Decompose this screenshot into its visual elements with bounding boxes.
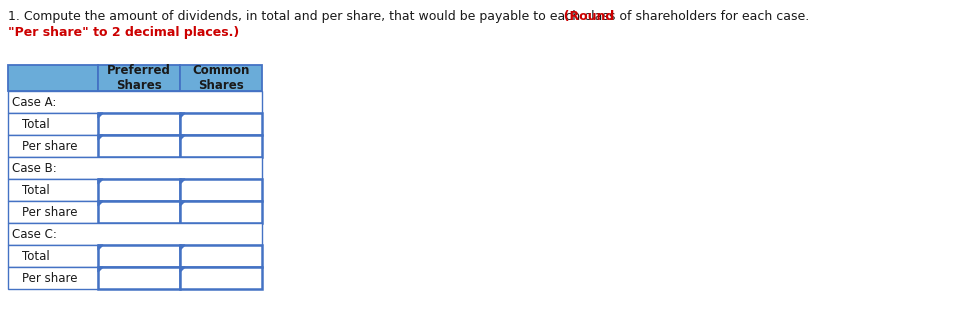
Text: Common
Shares: Common Shares xyxy=(192,64,250,92)
Bar xyxy=(98,113,180,135)
Bar xyxy=(8,91,262,113)
Polygon shape xyxy=(98,113,103,118)
Bar xyxy=(8,179,98,201)
Text: Per share: Per share xyxy=(22,271,78,285)
Bar xyxy=(8,267,98,289)
Text: 1. Compute the amount of dividends, in total and per share, that would be payabl: 1. Compute the amount of dividends, in t… xyxy=(8,10,813,23)
Bar xyxy=(98,201,180,223)
Bar xyxy=(98,135,180,157)
Text: "Per share" to 2 decimal places.): "Per share" to 2 decimal places.) xyxy=(8,26,239,39)
Bar xyxy=(8,113,98,135)
Bar xyxy=(98,245,180,267)
Text: Per share: Per share xyxy=(22,206,78,218)
Polygon shape xyxy=(98,245,103,250)
Text: Total: Total xyxy=(22,183,50,197)
Bar xyxy=(180,201,262,223)
Text: Per share: Per share xyxy=(22,139,78,153)
Polygon shape xyxy=(98,267,103,272)
Text: (Round: (Round xyxy=(8,10,614,23)
Polygon shape xyxy=(98,179,103,184)
Bar xyxy=(8,223,262,245)
Bar xyxy=(98,65,180,91)
Polygon shape xyxy=(180,267,185,272)
Text: Total: Total xyxy=(22,250,50,262)
Bar xyxy=(98,179,180,201)
Bar xyxy=(8,245,98,267)
Polygon shape xyxy=(180,201,185,206)
Polygon shape xyxy=(180,113,185,118)
Bar xyxy=(8,201,98,223)
Bar xyxy=(180,267,262,289)
Text: Case C:: Case C: xyxy=(12,227,57,241)
Text: Case A:: Case A: xyxy=(12,95,57,109)
Bar xyxy=(180,65,262,91)
Text: Case B:: Case B: xyxy=(12,162,57,174)
Bar xyxy=(180,135,262,157)
Bar xyxy=(8,65,98,91)
Text: Preferred
Shares: Preferred Shares xyxy=(108,64,171,92)
Bar xyxy=(8,135,98,157)
Polygon shape xyxy=(98,201,103,206)
Bar xyxy=(8,157,262,179)
Bar xyxy=(180,113,262,135)
Polygon shape xyxy=(180,245,185,250)
Polygon shape xyxy=(180,135,185,140)
Bar xyxy=(180,245,262,267)
Polygon shape xyxy=(98,135,103,140)
Text: Total: Total xyxy=(22,118,50,130)
Polygon shape xyxy=(180,179,185,184)
Bar xyxy=(180,179,262,201)
Bar xyxy=(98,267,180,289)
